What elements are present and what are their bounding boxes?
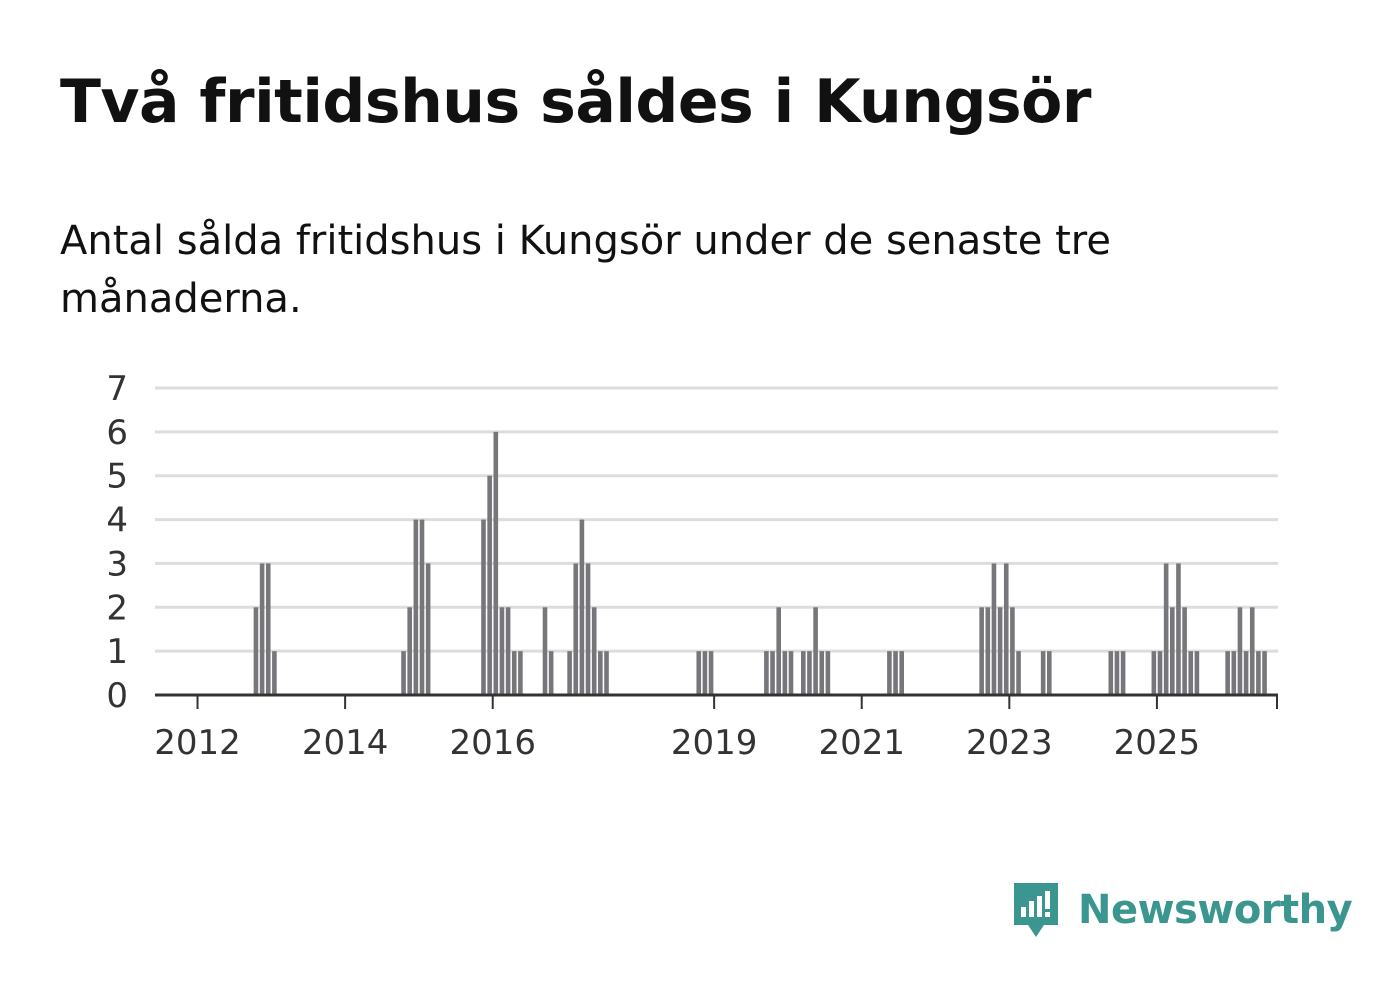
bar — [1010, 607, 1015, 695]
bar — [696, 651, 702, 695]
bar — [991, 563, 997, 695]
bar — [893, 651, 898, 695]
bar — [1243, 651, 1249, 695]
bar — [401, 651, 406, 695]
bar — [764, 651, 769, 695]
gridlines — [155, 386, 1278, 653]
bar — [604, 651, 609, 695]
bar — [708, 651, 714, 695]
bar — [487, 475, 492, 695]
bar — [825, 651, 831, 695]
bar — [1163, 563, 1169, 695]
bar — [887, 651, 892, 695]
bar — [1003, 563, 1009, 695]
bar — [899, 651, 904, 695]
newsworthy-logo-text: Newsworthy — [1078, 887, 1353, 933]
y-tick-label: 0 — [106, 676, 128, 716]
bar — [1225, 651, 1230, 695]
bar — [1170, 607, 1175, 695]
bar — [548, 651, 554, 695]
bar — [598, 651, 603, 695]
bar — [407, 607, 412, 695]
bar — [1262, 651, 1267, 695]
bar — [1120, 651, 1126, 695]
axes: 0123456722012201420162019202120232025 — [106, 369, 1278, 763]
bar — [259, 563, 265, 695]
x-tick-label: 2012 — [154, 723, 241, 763]
bar — [265, 563, 271, 695]
bar — [567, 651, 572, 695]
bar — [770, 651, 775, 695]
newsworthy-logo: Newsworthy — [1010, 878, 1353, 942]
chart-title: Två fritidshus såldes i Kungsör — [60, 67, 1091, 137]
y-tick-label: 5 — [106, 457, 128, 497]
y-tick-label: 1 — [106, 632, 128, 672]
bar — [518, 651, 523, 695]
chart-subtitle: Antal sålda fritidshus i Kungsör under d… — [60, 218, 1111, 322]
bar — [1108, 651, 1114, 695]
bar — [1157, 651, 1163, 695]
bar — [1114, 651, 1120, 695]
bar — [579, 519, 585, 695]
bar — [1151, 651, 1157, 695]
x-tick-label: 2021 — [818, 723, 905, 763]
bar — [1016, 651, 1021, 695]
bar — [499, 607, 505, 695]
bar — [591, 607, 597, 695]
y-tick-label: 3 — [106, 544, 128, 584]
bar — [1176, 563, 1181, 695]
y-tick-label: 7 — [106, 369, 128, 409]
bar — [813, 607, 818, 695]
bar — [419, 519, 425, 695]
bar — [511, 651, 517, 695]
x-tick-label: 2025 — [1114, 723, 1201, 763]
bar — [253, 607, 259, 695]
bar — [1249, 607, 1255, 695]
bar — [1237, 607, 1243, 695]
bar — [542, 607, 548, 695]
bar — [585, 563, 591, 695]
bar — [997, 607, 1003, 695]
bar — [1040, 651, 1046, 695]
newsworthy-logo-icon — [1014, 883, 1058, 937]
bar — [272, 651, 277, 695]
bar — [425, 563, 431, 695]
bar — [413, 519, 419, 695]
bar — [481, 519, 486, 695]
bar — [801, 651, 806, 695]
bar — [1231, 651, 1237, 695]
bar — [505, 607, 511, 695]
x-tick-label: 2019 — [671, 723, 758, 763]
y-tick-label: 4 — [106, 501, 128, 541]
bar — [1256, 651, 1261, 695]
bar — [1194, 651, 1200, 695]
x-tick-label: 2016 — [449, 723, 536, 763]
bar — [819, 651, 825, 695]
bar — [1188, 651, 1194, 695]
bar — [1182, 607, 1187, 695]
bar — [1047, 651, 1052, 695]
bar — [573, 563, 579, 695]
bar — [493, 431, 499, 695]
bar — [776, 607, 781, 695]
bar — [985, 607, 991, 695]
bar — [979, 607, 984, 695]
bar — [702, 651, 708, 695]
bars — [253, 431, 1267, 695]
x-tick-label: 2014 — [302, 723, 389, 763]
bar — [782, 651, 788, 695]
x-tick-label: 2023 — [966, 723, 1053, 763]
y-tick-label: 2 — [106, 588, 128, 628]
bar — [807, 651, 812, 695]
y-tick-label: 6 — [106, 413, 128, 453]
bar — [788, 651, 794, 695]
